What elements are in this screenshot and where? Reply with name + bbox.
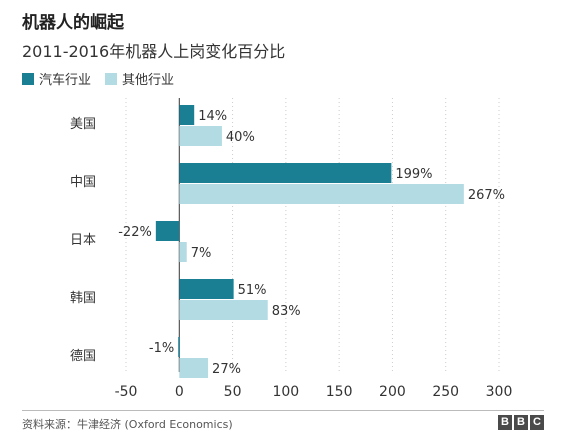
x-tick-label: -50	[115, 384, 138, 400]
source-note: 资料来源：牛津经济 (Oxford Economics)	[22, 418, 233, 431]
data-label: -1%	[149, 341, 174, 356]
bar-auto	[179, 163, 392, 183]
logo-letter: C	[530, 415, 544, 430]
x-tick-label: 50	[224, 384, 242, 400]
category-label: 德国	[70, 349, 96, 364]
bar-auto	[178, 337, 180, 357]
legend-swatch-other	[105, 72, 118, 85]
bar-other	[179, 242, 187, 262]
logo-letter: B	[514, 415, 528, 430]
data-label: 199%	[395, 167, 432, 182]
category-label: 美国	[70, 117, 96, 132]
x-tick-label: 200	[379, 384, 406, 400]
bar-auto	[179, 279, 234, 299]
bar-auto	[179, 105, 195, 125]
legend: 汽车行业 其他行业	[22, 69, 188, 88]
legend-label-auto: 汽车行业	[39, 73, 92, 88]
category-label: 中国	[70, 175, 96, 190]
bar-other	[179, 184, 464, 204]
x-tick-label: 300	[486, 384, 513, 400]
legend-swatch-auto	[22, 72, 34, 85]
data-label: 40%	[226, 130, 255, 145]
chart-title: 机器人的崛起	[22, 13, 124, 33]
x-tick-label: 0	[175, 384, 184, 400]
bar-other	[179, 300, 268, 320]
legend-label-other: 其他行业	[122, 73, 175, 88]
x-tick-label: 100	[272, 384, 299, 400]
data-label: 14%	[198, 109, 227, 124]
bar-other	[179, 358, 209, 378]
bar-other	[179, 126, 222, 146]
footer-divider	[22, 410, 544, 411]
data-label: 267%	[468, 188, 505, 203]
bbc-logo: B B C	[496, 415, 544, 430]
logo-letter: B	[498, 415, 512, 430]
x-tick-label: 250	[432, 384, 459, 400]
category-label: 韩国	[70, 291, 96, 306]
legend-item-other: 其他行业	[105, 69, 174, 88]
chart-subtitle: 2011-2016年机器人上岗变化百分比	[22, 42, 286, 61]
bar-auto	[155, 221, 180, 241]
category-label: 日本	[70, 233, 96, 248]
data-label: 7%	[191, 246, 212, 261]
data-label: 83%	[272, 304, 301, 319]
x-tick-label: 150	[326, 384, 353, 400]
data-label: -22%	[118, 225, 152, 240]
data-label: 27%	[212, 362, 241, 377]
data-label: 51%	[238, 283, 267, 298]
legend-item-auto: 汽车行业	[22, 69, 91, 88]
